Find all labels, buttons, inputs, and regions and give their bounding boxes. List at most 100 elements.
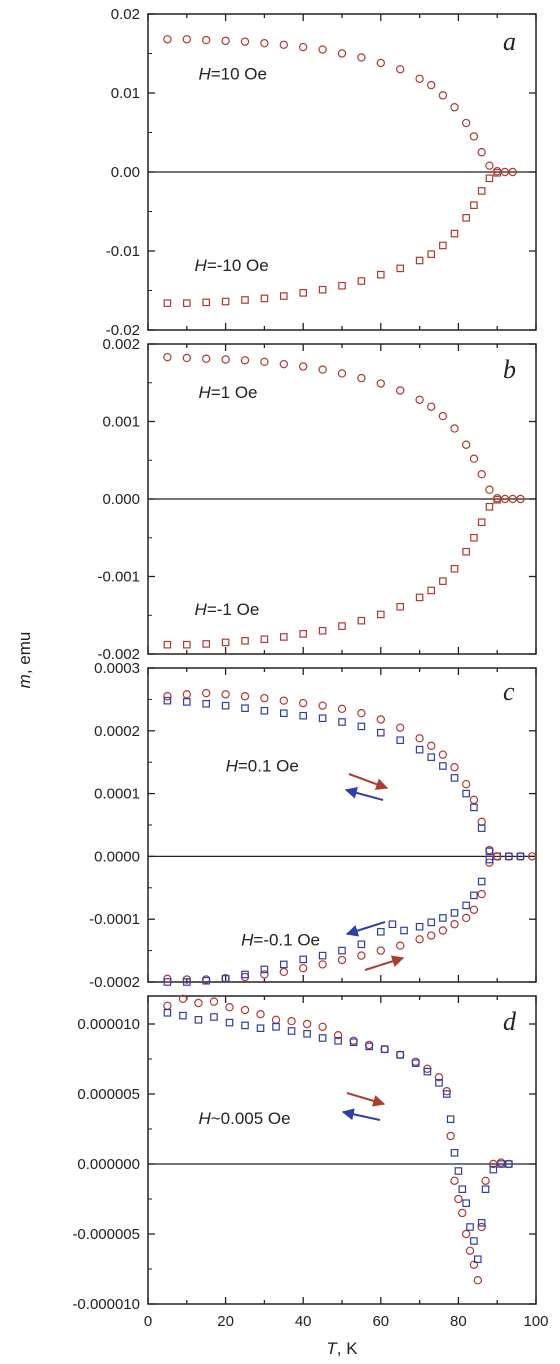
panel-a-ytick-label: -0.01 xyxy=(106,243,140,260)
panel-a-series-0-point xyxy=(319,46,326,53)
panel-d-series-0-point xyxy=(210,998,217,1005)
panel-b-series-1-point xyxy=(428,587,434,593)
panel-d-series-0-point xyxy=(303,1020,310,1027)
panel-b-ticks: 0.0020.0010.000-0.001-0.002 xyxy=(97,336,536,663)
panel-c-series-1-point xyxy=(261,708,267,714)
panel-a-series-0-point xyxy=(451,104,458,111)
panel-b-series-0-point xyxy=(203,355,210,362)
panel-c-series-0-point xyxy=(183,691,190,698)
panel-c-series-0-point xyxy=(203,690,210,697)
panel-c-series-2-point xyxy=(439,927,446,934)
panel-c-series-1-point xyxy=(463,790,469,796)
panel-b-ytick-label: 0.001 xyxy=(102,414,140,431)
panel-a-series-0-point xyxy=(280,41,287,48)
panel-a-series-1-point xyxy=(478,188,484,194)
panel-d-series-0-point xyxy=(195,999,202,1006)
panel-c-annotation-upper: H=0.1 Oe xyxy=(226,756,299,775)
panel-b-series-1-point xyxy=(378,611,384,617)
panel-c-series-2-point xyxy=(358,952,365,959)
panel-c-series-2-point xyxy=(261,971,268,978)
panel-a-ytick-label: 0.01 xyxy=(111,85,140,102)
panel-d-series-1-point xyxy=(319,1035,325,1041)
panel-d-series-1-point xyxy=(226,1019,232,1025)
panel-b-series-0-point xyxy=(494,495,501,502)
panel-c-series-1-point xyxy=(242,705,248,711)
panel-c-series-3-point xyxy=(389,921,395,927)
panel-c-series-3-point xyxy=(401,927,407,933)
panel-b-series-1-point xyxy=(471,535,477,541)
panel-d-series-0-point xyxy=(447,1132,454,1139)
panel-a-series-1-point xyxy=(203,299,209,305)
panel-d-letter: d xyxy=(503,1007,517,1036)
panel-c-series-1-point xyxy=(300,713,306,719)
panel-c-arrow-warming-upper xyxy=(349,774,387,788)
panel-c-series-3-point xyxy=(378,929,384,935)
panel-b-series-0-point xyxy=(428,403,435,410)
panel-d-series-1-point xyxy=(467,1224,473,1230)
panel-c-series-2-point xyxy=(241,973,248,980)
x-axis-tick-label: 20 xyxy=(217,1313,234,1330)
panel-d-annotation: H~0.005 Oe xyxy=(198,1109,290,1128)
panel-b-series-0-point xyxy=(300,363,307,370)
panel-d-series-0-point xyxy=(497,1159,504,1166)
panel-c-series-1-point xyxy=(358,723,364,729)
panel-b-series-1-point xyxy=(300,631,306,637)
panel-a-series-1-point xyxy=(339,283,345,289)
panel-d-series-1-point xyxy=(447,1116,453,1122)
panel-a-series-0-point xyxy=(183,36,190,43)
panel-b-series-1-point xyxy=(203,641,209,647)
panel-c-series-1-point xyxy=(378,729,384,735)
panel-a-series-0-point xyxy=(164,36,171,43)
panel-c-series-0-point xyxy=(338,705,345,712)
x-axis-tick-label: 80 xyxy=(450,1313,467,1330)
panel-b-series-0-point xyxy=(261,358,268,365)
panel-a-series-0-point xyxy=(463,119,470,126)
panel-c-series-0-point xyxy=(222,691,229,698)
panel-d-series-0-point xyxy=(257,1011,264,1018)
x-axis-tick-label: 40 xyxy=(295,1313,312,1330)
panel-c-series-0-point xyxy=(319,702,326,709)
panel-c-series-0-point xyxy=(397,724,404,731)
panel-a-series-0-point xyxy=(338,50,345,57)
panel-b-series-1-point xyxy=(242,638,248,644)
x-axis-tick-label: 60 xyxy=(372,1313,389,1330)
panel-a-series-1-point xyxy=(486,175,492,181)
panel-c-series-1-point xyxy=(440,763,446,769)
panel-d-series-1-point xyxy=(463,1200,469,1206)
panel-b-series-0-point xyxy=(463,441,470,448)
panel-c-letter: c xyxy=(503,677,515,706)
panel-a-series-0-point xyxy=(478,149,485,156)
panel-c-series-0-point xyxy=(358,710,365,717)
panel-a-series-0-point xyxy=(203,36,210,43)
panel-c-series-3-point xyxy=(358,941,364,947)
panel-c-series-0-point xyxy=(416,735,423,742)
panel-c-series-1-point xyxy=(222,702,228,708)
panel-a-series-1-point xyxy=(319,287,325,293)
panel-c-series-0-point xyxy=(439,751,446,758)
panel-d-ytick-label: 0.000000 xyxy=(77,1156,140,1173)
panel-b-letter: b xyxy=(503,355,516,384)
panel-c-series-3-point xyxy=(440,915,446,921)
panel-b-series-1-point xyxy=(440,578,446,584)
panel-a-series-0-point xyxy=(494,168,501,175)
panel-a-series-0-point xyxy=(358,54,365,61)
panel-b: 0.0020.0010.000-0.001-0.002 b H=1 Oe H=-… xyxy=(97,336,536,663)
panel-b-series-0-point xyxy=(486,486,493,493)
panel-a-annotation-upper: H=10 Oe xyxy=(198,64,267,83)
panel-c-series-3-point xyxy=(478,878,484,884)
panel-c-ytick-label: 0.0000 xyxy=(94,848,140,865)
panel-d-ytick-label: 0.000005 xyxy=(77,1086,140,1103)
panel-c-arrow-warming-lower xyxy=(365,958,403,970)
panel-c-series-1-point xyxy=(428,754,434,760)
panel-d-series-1-point xyxy=(482,1186,488,1192)
panel-c-series-1-point xyxy=(451,775,457,781)
panel-d-series-0-point xyxy=(397,1051,404,1058)
panel-d-series-0-point xyxy=(474,1277,481,1284)
panel-b-ytick-label: 0.000 xyxy=(102,491,140,508)
panel-c: 0.0003 0.0002 0.0001 0.0000 -0.0001 -0.0002 c… xyxy=(89,660,536,991)
panel-d-arrow-cooling xyxy=(343,1112,380,1120)
panel-b-series-1-point xyxy=(463,549,469,555)
panel-c-series-1-point xyxy=(184,699,190,705)
panel-d-arrow-warming xyxy=(347,1093,384,1104)
